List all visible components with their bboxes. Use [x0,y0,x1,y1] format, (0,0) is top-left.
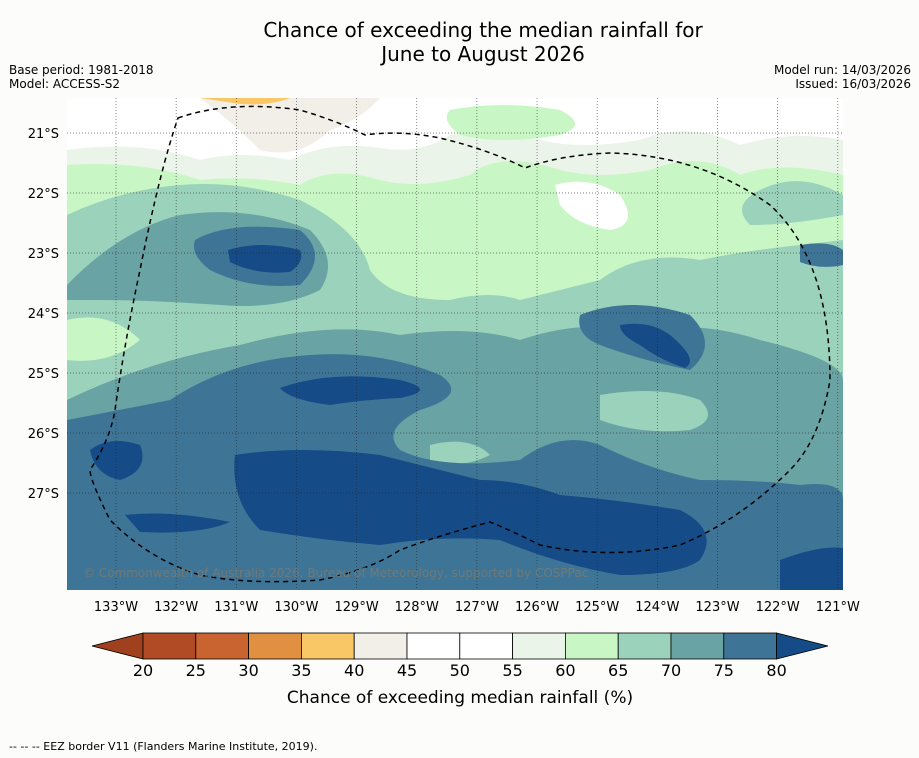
colorbar-tick-label: 35 [291,661,311,680]
rainfall-map: © Commonwealth of Australia 2026, Bureau… [28,98,860,708]
band-50-55-east [555,181,628,230]
colorbar-bin [723,632,777,660]
colorbar-bin [353,632,408,660]
colorbar: 20 25 30 35 40 45 50 55 60 65 70 75 80 [91,632,829,680]
band-60-65-north [446,105,575,140]
colorbar-bin [248,632,302,660]
band-80-plus-1 [228,245,302,273]
colorbar-high-arrow [776,632,829,660]
base-period: Base period: 1981-2018 [9,63,154,77]
band-65-70-inset [430,441,490,464]
colorbar-tick-label: 70 [661,661,681,680]
lon-tick-label: 129°W [335,600,379,615]
model-name: Model: ACCESS-S2 [9,77,121,91]
colorbar-tick-label: 20 [133,661,153,680]
issued-date: Issued: 16/03/2026 [795,77,911,91]
colorbar-tick-label: 45 [397,661,417,680]
lon-tick-label: 126°W [515,600,559,615]
copyright-text: © Commonwealth of Australia 2026, Bureau… [83,566,588,580]
graticule [67,98,843,590]
band-60-65-west [67,317,140,361]
lat-tick-label: 21°S [28,127,59,142]
lat-tick-label: 24°S [28,307,59,322]
colorbar-bin [406,632,461,660]
lat-tick-label: 23°S [28,247,59,262]
colorbar-tick-label: 60 [555,661,575,680]
lon-tick-label: 132°W [154,600,198,615]
lon-tick-label: 127°W [455,600,499,615]
band-80-plus-3 [620,323,690,368]
band-35-40 [200,98,290,105]
colorbar-bin [617,632,672,660]
lat-tick-label: 22°S [28,187,59,202]
lon-tick-label: 123°W [695,600,739,615]
band-80-plus-4 [90,441,143,480]
band-80-plus-5 [234,450,707,575]
band-40-45 [200,98,380,153]
lat-tick-label: 27°S [28,487,59,502]
lon-tick-label: 133°W [94,600,138,615]
meta-left: Base period: 1981-2018 Model: ACCESS-S2 [9,63,154,91]
band-80-plus-6 [125,513,230,533]
colorbar-tick-label: 80 [766,661,786,680]
contour-layers: © Commonwealth of Australia 2026, Bureau… [67,98,843,590]
model-run: Model run: 14/03/2026 [773,63,911,77]
colorbar-tick-label: 40 [344,661,364,680]
colorbar-low-arrow [91,632,144,660]
colorbar-label: Chance of exceeding median rainfall (%) [287,688,633,708]
lon-tick-label: 131°W [214,600,258,615]
band-80-plus-7 [780,547,843,590]
band-80-plus-2 [280,376,420,405]
colorbar-tick-label: 25 [186,661,206,680]
footnote: -- -- -- EEZ border V11 (Flanders Marine… [9,740,318,753]
band-65-70-inset2 [600,391,708,432]
colorbar-tick-label: 50 [450,661,470,680]
lon-tick-label: 121°W [816,600,860,615]
lat-tick-label: 25°S [28,367,59,382]
title-line-2: June to August 2026 [381,42,585,66]
colorbar-bin [142,632,197,660]
lon-tick-label: 130°W [274,600,318,615]
lon-tick-label: 125°W [575,600,619,615]
lon-tick-label: 124°W [635,600,679,615]
colorbar-tick-label: 55 [502,661,522,680]
lon-tick-label: 128°W [395,600,439,615]
colorbar-tick-label: 30 [238,661,258,680]
colorbar-tick-label: 65 [608,661,628,680]
band-75-80-e [800,243,843,267]
map-title: Chance of exceeding the median rainfall … [0,18,919,66]
colorbar-bin [459,632,513,660]
band-65-70-east [742,181,843,225]
lat-tick-label: 26°S [28,427,59,442]
colorbar-bin [565,632,619,660]
meta-right: Model run: 14/03/2026 Issued: 16/03/2026 [774,63,911,91]
title-line-1: Chance of exceeding the median rainfall … [263,18,703,42]
lon-tick-label: 122°W [756,600,800,615]
colorbar-bin [195,632,250,660]
axis-labels: 133°W 132°W 131°W 130°W 129°W 128°W 127°W 126°W… [28,127,860,615]
colorbar-bin [300,632,355,660]
colorbar-bin [512,632,566,660]
colorbar-tick-label: 75 [714,661,734,680]
colorbar-bin [670,632,725,660]
